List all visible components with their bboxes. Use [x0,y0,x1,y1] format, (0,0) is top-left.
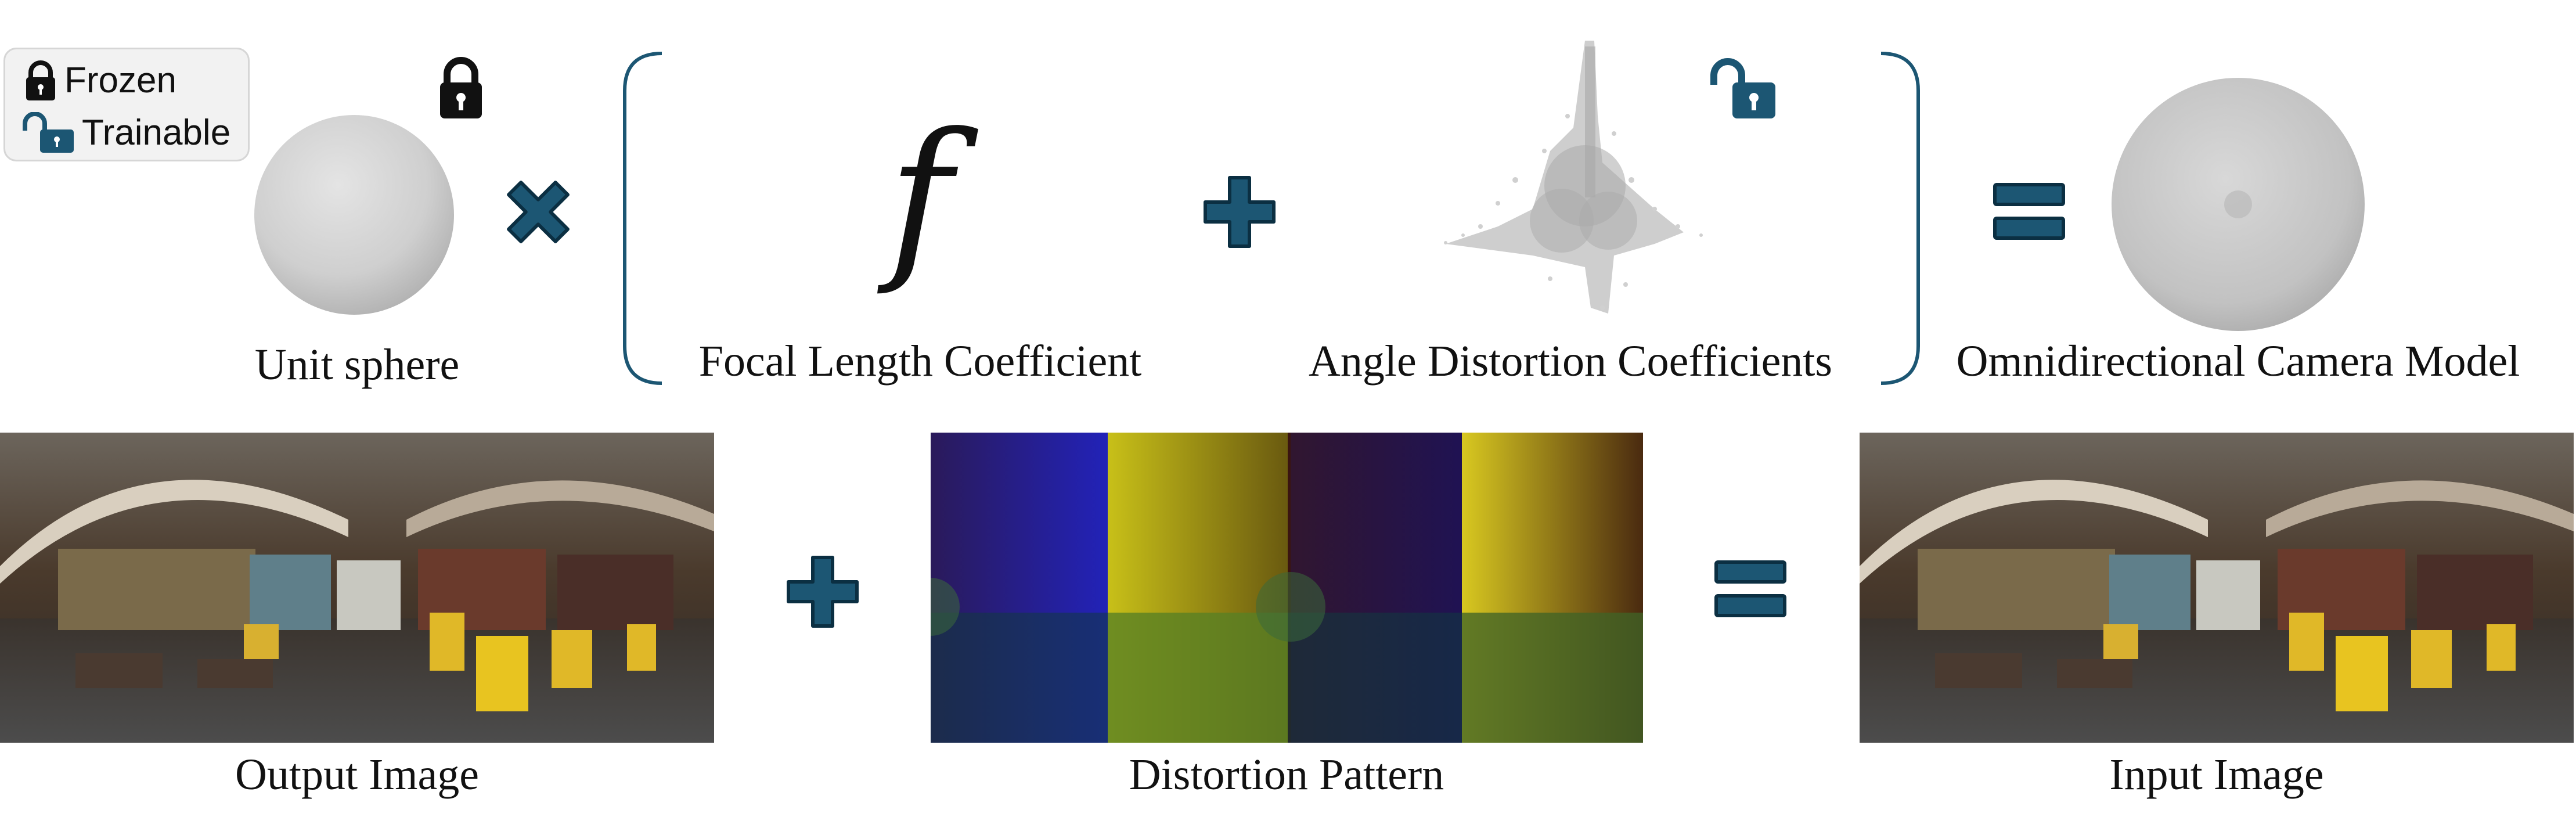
multiply-icon [507,181,570,243]
omnidirectional-sphere [2112,78,2365,331]
input-image-label: Input Image [2109,750,2324,799]
legend: Frozen Trainable [3,48,250,161]
input-image [1860,433,2574,743]
focal-symbol: f [888,96,953,298]
plus-icon [1204,176,1276,248]
legend-trainable-label: Trainable [82,113,231,153]
equals-icon [1993,183,2065,240]
legend-trainable: Trainable [23,112,230,154]
plus-icon-bottom [787,556,859,628]
distortion-pattern [931,433,1643,743]
omnidirectional-label: Omnidirectional Camera Model [1956,337,2520,386]
focal-length-label: Focal Length Coefficient [698,337,1142,386]
output-image-label: Output Image [235,750,480,799]
unit-sphere-label: Unit sphere [254,340,460,389]
equals-icon-bottom [1714,560,1786,617]
distortion-pattern-label: Distortion Pattern [1129,750,1444,799]
frozen-lock-icon [440,57,482,118]
right-bracket [1880,52,1920,385]
angle-distortion-point-cloud [1444,41,1703,314]
left-bracket [623,52,662,385]
lock-closed-icon [26,60,55,100]
unit-sphere [254,115,454,315]
legend-frozen-label: Frozen [64,60,176,100]
output-image [0,433,714,743]
trainable-lock-icon [1710,58,1775,118]
legend-frozen: Frozen [23,60,176,102]
lock-open-icon [23,112,74,153]
angle-distortion-label: Angle Distortion Coefficients [1308,337,1833,386]
